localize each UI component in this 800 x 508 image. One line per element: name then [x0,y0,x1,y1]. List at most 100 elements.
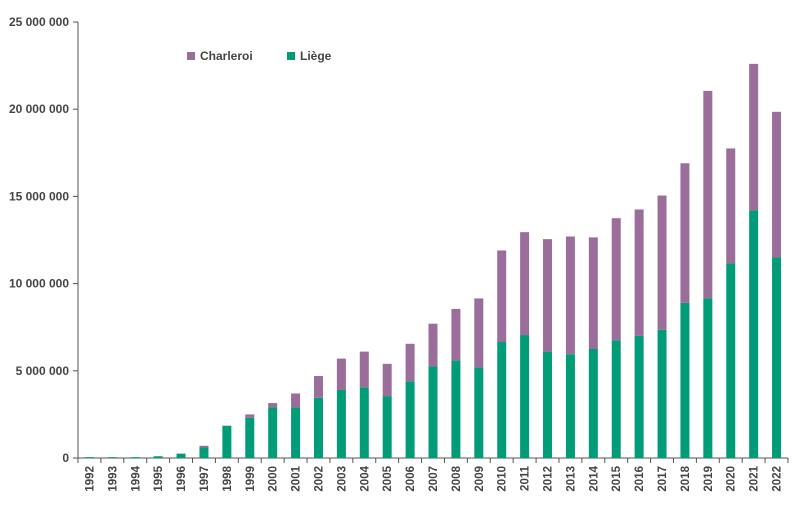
bar-charleroi-2018 [680,163,690,303]
x-tick-label: 2013 [565,466,577,492]
x-tick-label: 2002 [313,466,325,492]
x-tick-label: 1999 [245,466,257,492]
bar-charleroi-2004 [359,351,369,388]
bar-charleroi-1999 [245,414,255,418]
bar-liege-2012 [543,351,553,458]
bar-charleroi-2019 [703,90,713,299]
bar-liege-2000 [268,407,278,458]
y-tick-label: 20 000 000 [9,102,69,116]
bar-charleroi-2012 [543,239,553,352]
x-tick-label: 2006 [405,466,417,492]
bar-liege-2021 [749,210,759,458]
bar-liege-2003 [336,389,346,458]
x-tick-label: 2003 [336,466,348,492]
x-tick-label: 2021 [749,465,761,491]
bar-charleroi-2013 [565,236,575,355]
bar-charleroi-2007 [428,323,438,367]
bar-liege-1998 [222,425,232,458]
y-axis: 0 5 000 000 10 000 000 15 000 000 20 000 000… [9,15,79,465]
bar-liege-2008 [451,360,461,458]
x-tick-label: 2018 [680,465,692,491]
bar-liege-2005 [382,396,392,458]
bar-liege-2006 [405,381,415,458]
y-tick-label: 15 000 000 [9,189,69,203]
legend-swatch-liege [287,52,295,60]
x-tick-label: 2016 [634,466,646,492]
x-tick-label: 2005 [382,465,394,491]
x-tick-label: 2020 [726,466,738,492]
bar-charleroi-2020 [726,148,736,264]
bar-liege-2019 [703,298,713,458]
x-tick-label: 2009 [474,466,486,492]
bar-liege-2013 [565,354,575,458]
bar-charleroi-2002 [313,376,323,398]
legend-label-charleroi: Charleroi [200,49,253,63]
bar-liege-2004 [359,387,369,458]
x-tick-label: 2022 [772,466,784,492]
x-tick-label: 2008 [451,465,463,491]
x-tick-label: 1994 [130,465,142,491]
bar-charleroi-2001 [291,393,301,408]
x-tick-label: 2004 [359,465,371,491]
x-tick-label: 1998 [222,465,234,491]
bar-liege-1995 [153,456,163,458]
y-tick-label: 10 000 000 [9,277,69,291]
bar-liege-1993 [107,457,117,458]
x-tick-label: 1993 [107,466,119,492]
bar-liege-2016 [634,335,644,458]
bar-charleroi-2005 [382,363,392,397]
x-tick-label: 1996 [176,466,188,492]
bar-charleroi-2000 [268,403,278,408]
legend: Charleroi Liège [187,49,332,63]
x-tick-label: 1995 [153,465,165,491]
bar-liege-2009 [474,367,484,458]
x-tick-label: 2019 [703,466,715,492]
bar-liege-1992 [84,457,94,458]
bar-liege-2011 [520,335,530,458]
bars [84,63,782,458]
bar-charleroi-2015 [611,218,621,341]
x-tick-label: 2000 [268,466,280,492]
bar-charleroi-2003 [336,358,346,390]
bar-liege-2020 [726,263,736,458]
bar-charleroi-2006 [405,343,415,382]
bar-liege-2022 [772,257,782,458]
bar-liege-2015 [611,340,621,458]
bar-liege-1997 [199,447,209,458]
bar-liege-2014 [588,349,598,458]
x-tick-label: 2010 [497,466,509,492]
legend-label-liege: Liège [300,49,332,63]
legend-swatch-charleroi [187,52,195,60]
bar-charleroi-2010 [497,250,507,343]
x-tick-label: 2011 [520,465,532,491]
bar-liege-2010 [497,342,507,458]
y-tick-label: 5 000 000 [16,364,70,378]
y-tick-label: 25 000 000 [9,15,69,29]
x-tick-label: 1992 [84,466,96,492]
x-tick-label: 2014 [588,465,600,491]
y-tick-label: 0 [62,451,69,465]
bar-charleroi-2008 [451,308,461,361]
x-axis: 1992 1993 1994 1995 1996 1997 1998 1999 2000 2001… [77,457,789,492]
x-tick-label: 2017 [657,466,669,492]
bar-liege-2002 [313,397,323,458]
bar-liege-2001 [291,407,301,458]
bar-liege-2018 [680,302,690,458]
bar-charleroi-2022 [772,111,782,258]
x-tick-label: 1997 [199,466,211,492]
x-tick-label: 2007 [428,466,440,492]
bar-charleroi-2009 [474,298,484,368]
bar-charleroi-2016 [634,209,644,336]
x-tick-label: 2015 [611,465,623,491]
bar-charleroi-2017 [657,195,667,330]
bar-liege-2017 [657,329,667,458]
bar-liege-1994 [130,457,140,458]
bar-liege-2007 [428,366,438,458]
bar-charleroi-1997 [199,445,209,448]
bar-liege-1996 [176,453,186,458]
bar-liege-1999 [245,417,255,458]
bar-charleroi-2014 [588,237,598,349]
x-tick-label: 2001 [291,465,303,491]
bar-charleroi-2011 [520,232,530,336]
